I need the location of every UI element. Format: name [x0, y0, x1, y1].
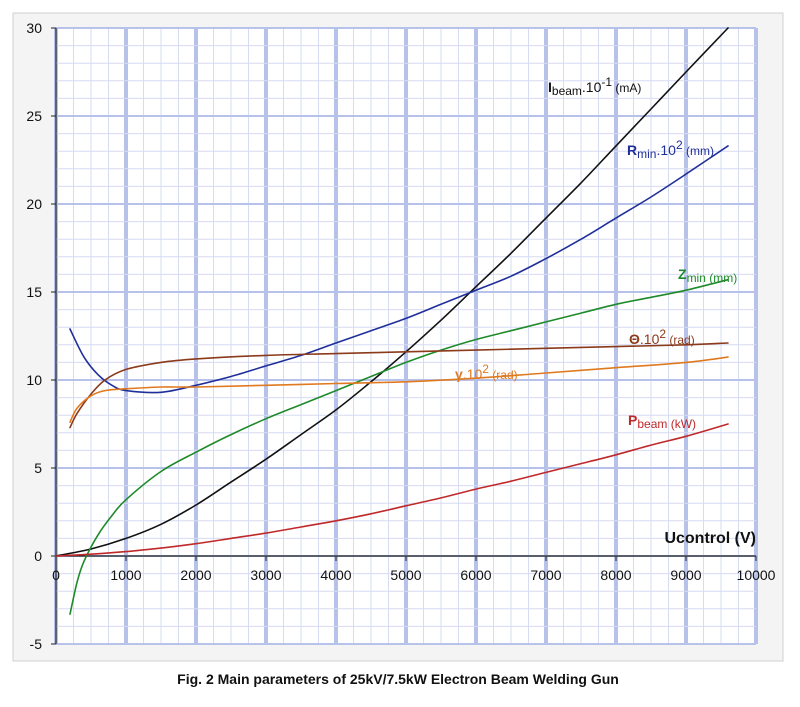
series-line-gamma: [69, 356, 729, 423]
y-tick-label: 30: [26, 20, 42, 36]
grid: [54, 27, 758, 645]
x-axis-label: Ucontrol (V): [664, 530, 756, 547]
x-tick-label: 8000: [600, 567, 631, 583]
y-tick-label: 20: [26, 196, 42, 212]
series-line-ibeam: [55, 27, 729, 557]
series-lines: [55, 27, 729, 615]
series-line-theta: [69, 342, 729, 429]
x-tick-label: 1000: [110, 567, 141, 583]
y-tick-label: -5: [30, 636, 43, 652]
x-tick-label: 5000: [390, 567, 421, 583]
y-tick-label: 25: [26, 108, 42, 124]
x-tick-label: 3000: [250, 567, 281, 583]
x-tick-label: 7000: [530, 567, 561, 583]
series-label-pbeam: Pbeam (kW): [628, 412, 696, 431]
y-tick-label: 0: [34, 548, 42, 564]
x-tick-label: 6000: [460, 567, 491, 583]
y-tick-label: 5: [34, 460, 42, 476]
series-label-zmin: Zmin (mm): [678, 266, 737, 285]
axes: [51, 27, 757, 645]
series-label-theta: Θ.102 (rad): [629, 327, 695, 347]
series-line-pbeam: [55, 423, 729, 557]
series-label-gamma: γ.102 (rad): [455, 362, 518, 382]
x-tick-label: 9000: [670, 567, 701, 583]
series-labels: Ibeam.10-1 (mA) Rmin.102 (mm) Zmin (mm) Θ.1…: [455, 75, 737, 431]
x-tick-label: 2000: [180, 567, 211, 583]
series-label-rmin: Rmin.102 (mm): [627, 138, 714, 161]
series-label-ibeam: Ibeam.10-1 (mA): [548, 75, 641, 98]
y-tick-label: 10: [26, 372, 42, 388]
x-tick-label: 4000: [320, 567, 351, 583]
x-tick-label: 10000: [737, 567, 776, 583]
figure-caption: Fig. 2 Main parameters of 25kV/7.5kW Ele…: [177, 671, 619, 687]
x-tick-label: 0: [52, 567, 60, 583]
tick-labels: 0 1000 2000 3000 4000 5000 6000 7000 8000 9000 100…: [26, 20, 775, 652]
series-line-zmin: [69, 278, 729, 615]
y-tick-label: 15: [26, 284, 42, 300]
